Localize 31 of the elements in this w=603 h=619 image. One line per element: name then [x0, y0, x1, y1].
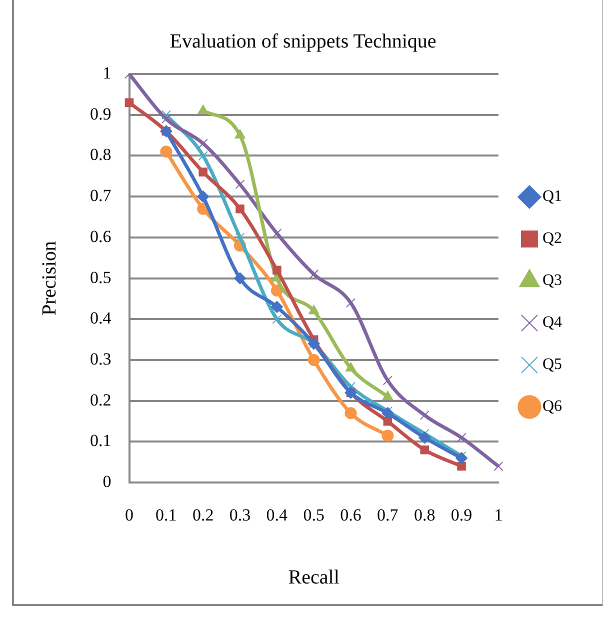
y-tick-label: 0.9: [90, 104, 112, 124]
x-tick-label: 0: [125, 505, 134, 524]
y-tick-label: 0.7: [90, 186, 112, 206]
legend-label: Q3: [542, 272, 562, 290]
x-tick-label: 0.8: [414, 505, 436, 524]
y-tick-label: 0.5: [90, 268, 112, 287]
y-tick-label: 0.8: [90, 145, 112, 164]
x-tick-label: 0.1: [156, 505, 177, 524]
y-tick-label: 0.1: [90, 431, 112, 450]
x-axis-title: Recall: [288, 566, 340, 588]
legend-label: Q6: [542, 398, 562, 416]
x-tick-label: 0.3: [229, 505, 251, 524]
y-tick-label: 0.6: [90, 226, 112, 246]
y-tick-label: 0.3: [90, 349, 112, 368]
legend-label: Q4: [542, 314, 562, 332]
chart-title: Evaluation of snippets Technique: [170, 30, 436, 52]
legend-label: Q1: [542, 188, 562, 206]
y-axis-title: Precision: [38, 241, 60, 316]
y-tick-label: 1: [102, 63, 112, 82]
y-tick-label: 0: [102, 472, 112, 492]
legend-label: Q5: [542, 356, 562, 374]
x-tick-label: 0.4: [266, 505, 288, 524]
x-tick-label: 1: [494, 505, 503, 524]
x-tick-label: 0.2: [192, 505, 214, 524]
x-tick-label: 0.7: [377, 505, 399, 524]
x-tick-label: 0.6: [340, 505, 362, 524]
x-tick-label: 0.9: [450, 505, 472, 524]
x-tick-label: 0.5: [303, 505, 324, 524]
y-tick-label: 0.4: [90, 308, 112, 328]
legend-label: Q2: [542, 230, 562, 248]
y-tick-label: 0.2: [90, 390, 112, 410]
